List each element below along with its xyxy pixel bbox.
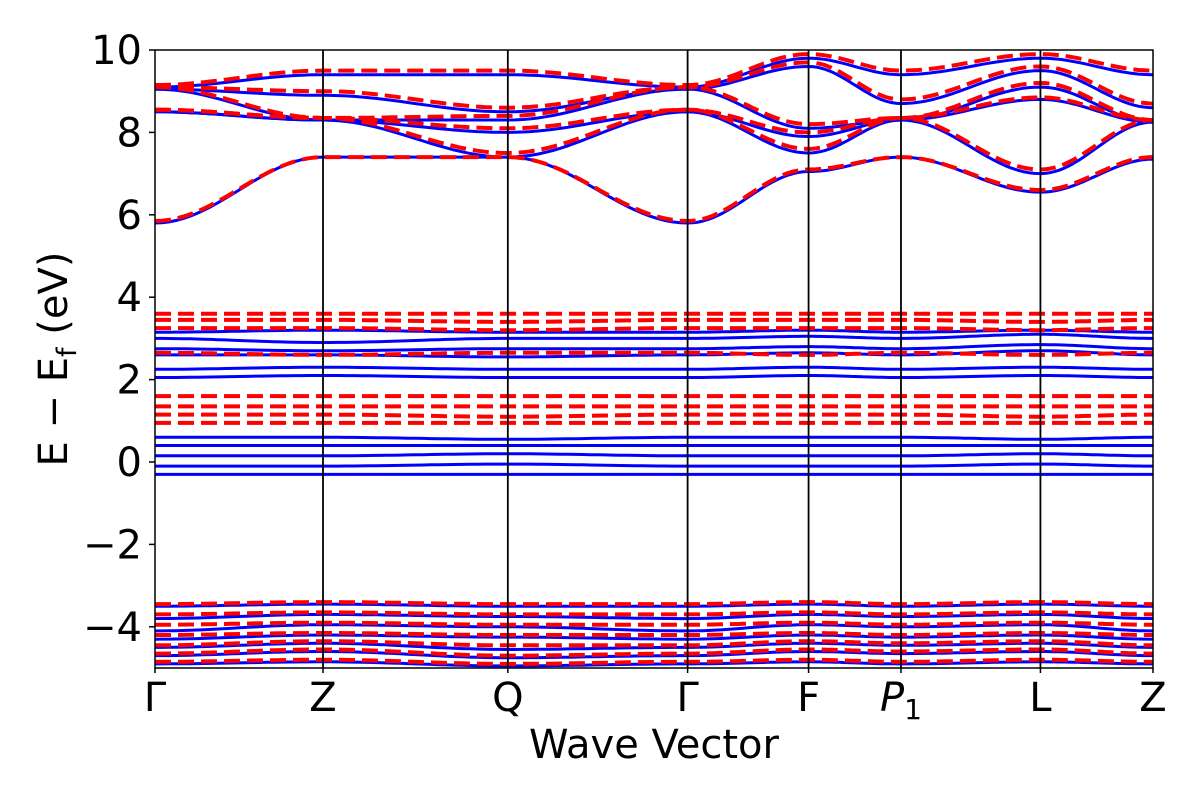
dashed-band-line bbox=[155, 52, 1153, 87]
dashed-band-line bbox=[155, 155, 1153, 223]
dashed-band-line bbox=[155, 620, 1153, 627]
dashed-band-line bbox=[155, 60, 1153, 110]
x-tick-label: Z bbox=[309, 675, 336, 721]
x-tick-label: Γ bbox=[676, 675, 699, 721]
dashed-band-line bbox=[155, 317, 1153, 324]
solid-band-line bbox=[155, 602, 1153, 608]
solid-band-line bbox=[155, 435, 1153, 441]
x-tick-label: Q bbox=[492, 675, 523, 721]
bands-layer bbox=[155, 52, 1153, 668]
y-ticks: −4 −2 0 2 4 6 8 10 bbox=[83, 28, 155, 651]
x-tick-label: Z bbox=[1139, 675, 1166, 721]
dashed-band-line bbox=[155, 81, 1153, 127]
dashed-band-line bbox=[155, 639, 1153, 648]
solid-band-line bbox=[155, 343, 1153, 353]
solid-band-line bbox=[155, 623, 1153, 633]
y-tick-label: 8 bbox=[117, 110, 142, 156]
x-tick-label: Γ bbox=[144, 675, 167, 721]
solid-band-line bbox=[155, 65, 1153, 114]
y-tick-label: 0 bbox=[117, 440, 142, 486]
x-axis-label: Wave Vector bbox=[529, 722, 780, 768]
solid-band-line bbox=[155, 452, 1153, 458]
y-tick-label: −4 bbox=[83, 605, 142, 651]
solid-band-line bbox=[155, 633, 1153, 641]
solid-band-line bbox=[155, 660, 1153, 668]
plot-frame bbox=[154, 49, 1154, 669]
x-tick-label: F bbox=[797, 675, 820, 721]
x-tick-label: L bbox=[1029, 675, 1052, 721]
solid-band-line bbox=[155, 110, 1153, 176]
solid-band-line bbox=[155, 56, 1153, 89]
dashed-band-line bbox=[155, 631, 1153, 637]
solid-band-line bbox=[155, 612, 1153, 621]
x-tick-labels: Γ Z Q Γ F P1 L Z bbox=[144, 668, 1167, 726]
y-tick-label: 6 bbox=[117, 193, 142, 239]
y-tick-label: 4 bbox=[117, 275, 142, 321]
y-tick-label: 10 bbox=[91, 28, 142, 74]
y-tick-label: 2 bbox=[117, 358, 142, 404]
kpoint-lines bbox=[322, 50, 1042, 668]
dashed-band-line bbox=[155, 412, 1153, 419]
dashed-band-line bbox=[155, 95, 1153, 135]
dashed-band-line bbox=[155, 610, 1153, 617]
x-tick-label: P1 bbox=[880, 675, 922, 726]
dashed-band-line bbox=[155, 657, 1153, 666]
dashed-band-line bbox=[155, 326, 1153, 333]
dashed-band-line bbox=[155, 350, 1153, 357]
solid-band-line bbox=[155, 332, 1153, 344]
solid-band-line bbox=[155, 365, 1153, 371]
y-axis-label-unit: (eV) bbox=[31, 252, 77, 348]
y-axis-label-sub: f bbox=[52, 346, 83, 357]
dashed-bands bbox=[155, 52, 1153, 666]
y-axis-label-main: E − E bbox=[31, 357, 77, 467]
dashed-band-line bbox=[155, 647, 1153, 658]
y-tick-label: −2 bbox=[83, 522, 142, 568]
dashed-band-line bbox=[155, 600, 1153, 607]
solid-band-line bbox=[155, 462, 1153, 468]
solid-band-line bbox=[155, 374, 1153, 379]
y-axis-label: E − Ef (eV) bbox=[31, 252, 83, 467]
